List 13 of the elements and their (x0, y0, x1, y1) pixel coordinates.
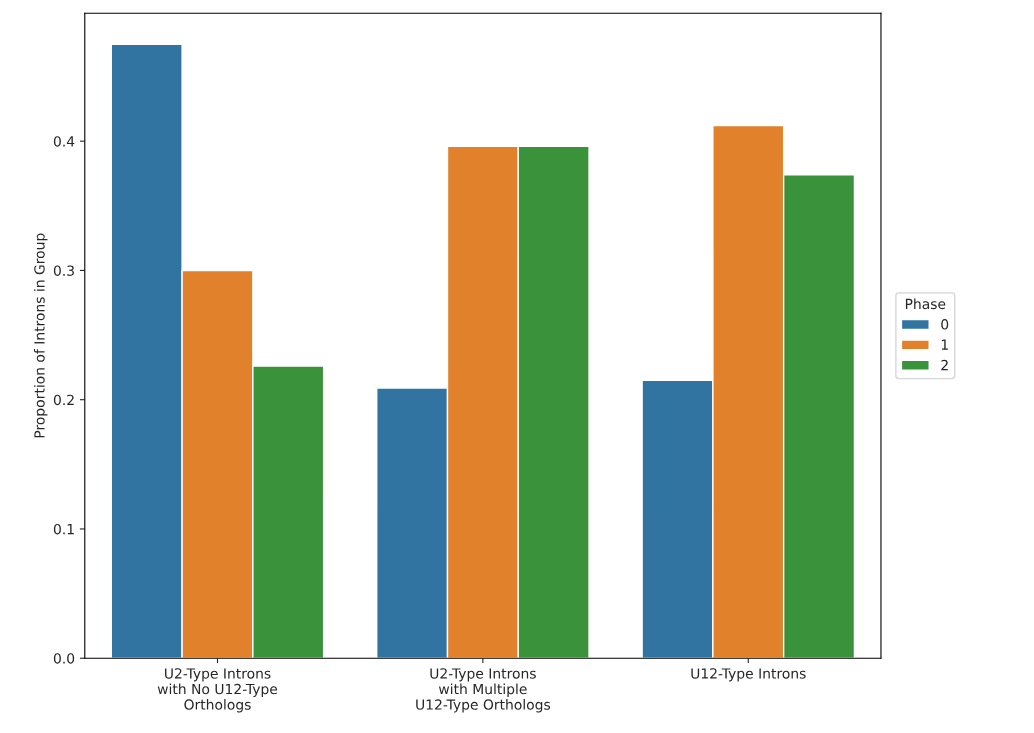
y-tick-label: 0.0 (53, 653, 75, 664)
x-tick-label: U2-Type Introns with No U12-Type Orthologs (157, 668, 278, 713)
y-axis-title: Proportion of Introns in Group (33, 233, 48, 438)
y-tick-label: 0.1 (53, 523, 74, 535)
legend-label: 1 (941, 339, 948, 350)
x-tick-label: U2-Type Introns with Multiple U12-Type Orthologs (416, 668, 551, 713)
y-tick-label: 0.4 (53, 136, 75, 147)
legend-label: 2 (941, 359, 948, 371)
legend-label: 0 (941, 319, 949, 330)
y-tick-label: 0.3 (53, 265, 74, 276)
legend-title: Phase (905, 298, 946, 310)
y-tick-label: 0.2 (53, 394, 74, 406)
x-tick-label: U12-Type Introns (691, 668, 806, 682)
